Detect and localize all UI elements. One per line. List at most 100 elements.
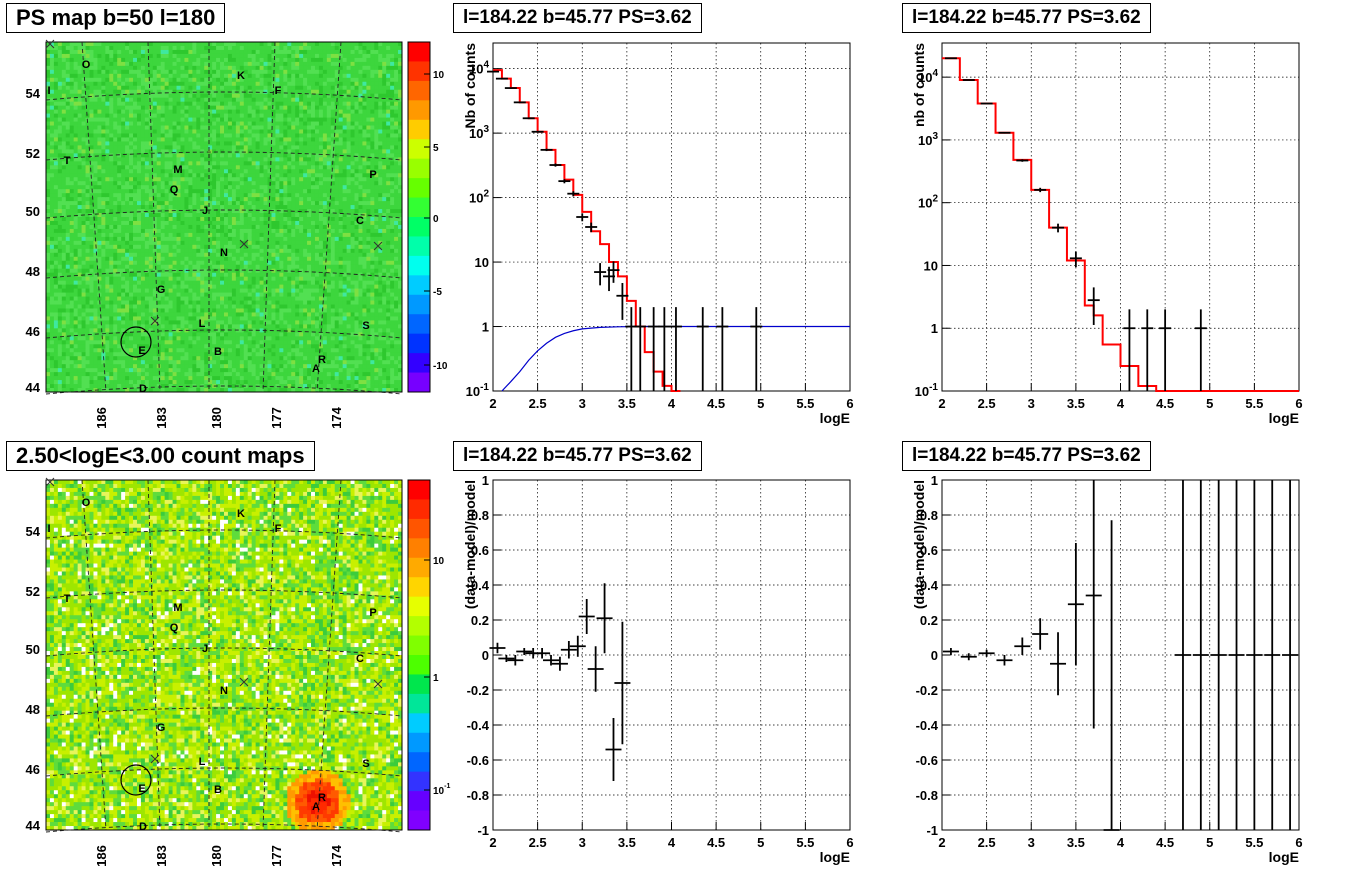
map-meridian bbox=[262, 41, 276, 393]
y-tick-label: 102 bbox=[918, 194, 938, 211]
map-source-label: S bbox=[362, 758, 369, 770]
colorbar-step bbox=[408, 139, 430, 160]
map-parallel bbox=[45, 589, 403, 599]
colorbar-step bbox=[408, 61, 430, 82]
map-meridian bbox=[316, 479, 342, 831]
residual-point bbox=[614, 621, 631, 745]
residual-point bbox=[1050, 632, 1067, 696]
map-parallel bbox=[45, 329, 403, 339]
x-tick-label: 2.5 bbox=[529, 835, 547, 850]
chart-panel-4: 2 2.5 3 3.5 4 4.5 5 5.5 6 -1 -0.8 -0.6 -0.4 -0.2 0 0.2 0… bbox=[462, 473, 854, 865]
x-tick-label: 2 bbox=[489, 835, 496, 850]
data-point bbox=[980, 102, 993, 105]
x-tick-label: 6 bbox=[846, 835, 853, 850]
y-tick-label: 1 bbox=[482, 320, 489, 335]
y-tick-label: 10 bbox=[475, 255, 489, 270]
residual-point bbox=[942, 648, 959, 655]
map-y-tick: 44 bbox=[26, 380, 41, 395]
chart-grid bbox=[492, 43, 851, 392]
spectrum-title-2: l=184.22 b=45.77 PS=3.62 bbox=[902, 3, 1151, 33]
colorbar-step bbox=[408, 197, 430, 218]
x-axis-label: logE bbox=[1269, 849, 1299, 865]
map-x-tick: 180 bbox=[209, 407, 224, 429]
x-tick-label: 2 bbox=[938, 835, 945, 850]
map-y-tick: 46 bbox=[26, 324, 40, 339]
map-x-tick: 177 bbox=[269, 845, 284, 867]
y-axis-label: (data-model)/model bbox=[911, 480, 927, 609]
residual-point bbox=[1032, 618, 1049, 650]
colorbar-step bbox=[408, 538, 430, 559]
map-y-tick: 46 bbox=[26, 762, 40, 777]
colorbar-step bbox=[408, 119, 430, 140]
map-parallel bbox=[45, 269, 403, 279]
y-tick-label: 1 bbox=[931, 473, 938, 488]
colorbar-step bbox=[408, 333, 430, 354]
x-tick-label: 5 bbox=[757, 396, 764, 411]
colorbar-step bbox=[408, 499, 430, 520]
x-tick-label: 5.5 bbox=[1245, 396, 1263, 411]
colorbar-step bbox=[408, 236, 430, 257]
residual-point bbox=[534, 648, 551, 659]
map-marker-cross bbox=[373, 679, 383, 689]
chart-panel-2: 2 2.5 3 3.5 4 4.5 5 5.5 610-1110102103104logEnb … bbox=[911, 42, 1303, 426]
colorbar-step bbox=[408, 791, 430, 812]
residual-point bbox=[996, 655, 1013, 666]
map-x-tick: 183 bbox=[154, 845, 169, 867]
colorbar-step bbox=[408, 713, 430, 734]
data-point bbox=[998, 131, 1011, 134]
colorbar-tick-label: -5 bbox=[433, 287, 442, 298]
data-point bbox=[1123, 309, 1136, 391]
data-point bbox=[513, 101, 526, 104]
map-parallel bbox=[45, 823, 403, 833]
y-axis-label: (data-model)/model bbox=[462, 480, 478, 609]
data-point bbox=[1034, 187, 1047, 193]
colorbar-frame bbox=[407, 479, 431, 831]
residual-title-2: l=184.22 b=45.77 PS=3.62 bbox=[902, 441, 1151, 471]
chart-panel-5: 2 2.5 3 3.5 4 4.5 5 5.5 6 -1 -0.8 -0.6 -0.4 -0.2 0 0.2 0… bbox=[911, 473, 1303, 865]
colorbar-step bbox=[408, 353, 430, 374]
x-tick-label: 3.5 bbox=[618, 835, 636, 850]
map-source-label: P bbox=[369, 169, 376, 181]
residual-point bbox=[1085, 480, 1102, 729]
y-axis-label: Nb of counts bbox=[462, 43, 478, 129]
x-tick-label: 5 bbox=[757, 835, 764, 850]
colorbar-step bbox=[408, 732, 430, 753]
data-point bbox=[504, 87, 517, 89]
map-source-label: E bbox=[138, 783, 145, 795]
data-point bbox=[487, 70, 499, 73]
colorbar-step bbox=[408, 752, 430, 773]
data-point bbox=[594, 263, 607, 286]
residual-point bbox=[596, 583, 613, 654]
residual-point bbox=[578, 599, 595, 634]
map-source-label: P bbox=[369, 607, 376, 619]
map-meridian bbox=[81, 479, 107, 831]
x-tick-label: 6 bbox=[1295, 835, 1302, 850]
colorbar-step bbox=[408, 80, 430, 101]
map-x-tick: 180 bbox=[209, 845, 224, 867]
x-tick-label: 3.5 bbox=[1067, 835, 1085, 850]
map-source-label: I bbox=[47, 85, 50, 97]
data-point bbox=[540, 148, 553, 152]
y-tick-label: 0.8 bbox=[920, 508, 938, 523]
y-tick-label: 10-1 bbox=[466, 382, 490, 399]
residual-point bbox=[498, 655, 515, 662]
residual-point bbox=[551, 656, 568, 671]
colorbar-step bbox=[408, 314, 430, 335]
map-y-tick: 52 bbox=[26, 146, 40, 161]
map-y-tick: 48 bbox=[26, 702, 40, 717]
data-point bbox=[549, 163, 562, 167]
map-source-label: A bbox=[312, 801, 320, 813]
map-graticule bbox=[45, 479, 403, 833]
data-point bbox=[1159, 309, 1172, 391]
data-point bbox=[558, 179, 571, 184]
data-point bbox=[495, 77, 508, 80]
x-tick-label: 5 bbox=[1206, 396, 1213, 411]
colorbar-tick-label: 10-1 bbox=[433, 783, 450, 797]
map-y-tick: 50 bbox=[26, 204, 40, 219]
y-tick-label: 0.4 bbox=[920, 578, 939, 593]
x-tick-label: 2.5 bbox=[978, 396, 996, 411]
y-tick-label: 0.4 bbox=[471, 578, 490, 593]
y-tick-label: -0.4 bbox=[467, 718, 490, 733]
map-meridian bbox=[316, 41, 342, 393]
map-source-label: B bbox=[214, 784, 222, 796]
